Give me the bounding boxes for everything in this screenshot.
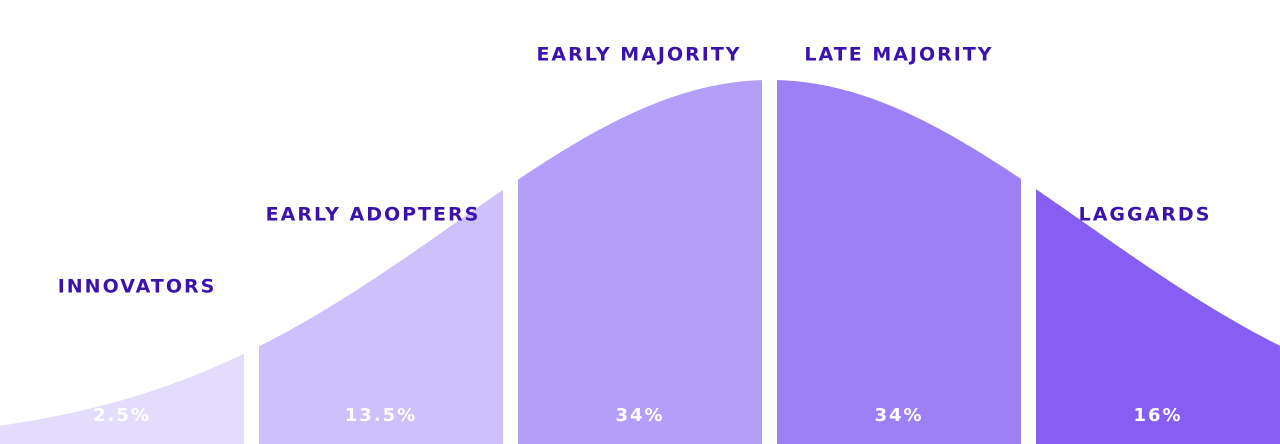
category-label: LATE MAJORITY xyxy=(804,44,993,66)
curve-segment xyxy=(1036,189,1280,444)
category-label: LAGGARDS xyxy=(1079,204,1212,226)
curve-segment xyxy=(259,189,503,444)
category-label: EARLY MAJORITY xyxy=(536,44,741,66)
curve-segment xyxy=(0,353,244,444)
value-label: 2.5% xyxy=(93,405,151,426)
category-label: INNOVATORS xyxy=(58,276,217,298)
value-label: 34% xyxy=(615,405,664,426)
curve-segment xyxy=(518,80,762,444)
category-label: EARLY ADOPTERS xyxy=(266,204,481,226)
value-label: 13.5% xyxy=(345,405,417,426)
value-label: 34% xyxy=(874,405,923,426)
value-label: 16% xyxy=(1133,405,1182,426)
curve-segment xyxy=(777,80,1021,444)
